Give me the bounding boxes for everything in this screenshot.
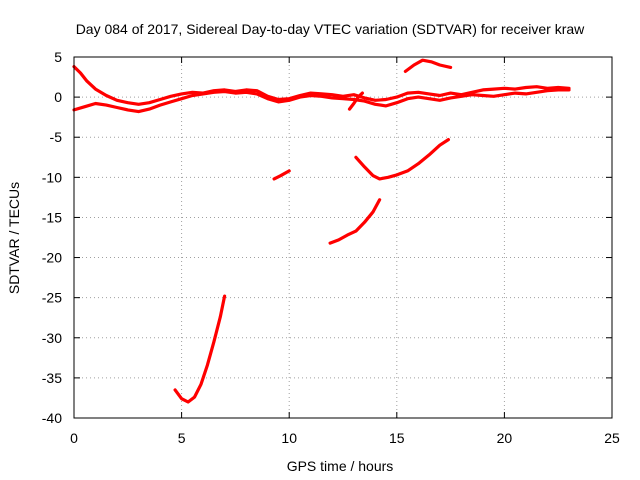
series-track-5h — [173, 294, 227, 404]
y-tick-label: -30 — [42, 330, 62, 346]
x-tick-label: 25 — [604, 430, 620, 446]
chart-title: Day 084 of 2017, Sidereal Day-to-day VTE… — [76, 21, 585, 37]
axes: 0 5 10 15 20 25 5 0 -5 -10 -15 -20 -25 -30 -35 -40 — [42, 49, 620, 446]
y-tick-label: -25 — [42, 290, 62, 306]
y-tick-label: -35 — [42, 370, 62, 386]
data-series — [72, 58, 571, 404]
x-axis-label: GPS time / hours — [287, 458, 394, 474]
x-tick-label: 5 — [178, 430, 186, 446]
y-tick-label: -40 — [42, 410, 62, 426]
x-tick-label: 15 — [389, 430, 405, 446]
x-tick-label: 10 — [281, 430, 297, 446]
y-tick-label: -15 — [42, 209, 62, 225]
y-axis-label: SDTVAR / TECUs — [6, 182, 22, 294]
series-track-16h-top — [403, 58, 453, 74]
series-main-track-upper — [72, 64, 571, 106]
y-tick-label: 0 — [54, 89, 62, 105]
plot-frame — [73, 56, 613, 419]
series-track-13h-curve — [354, 138, 450, 181]
series-track-9h — [272, 169, 291, 181]
series-track-12h — [347, 91, 364, 111]
y-tick-label: -5 — [50, 129, 63, 145]
series-main-track-lower — [72, 88, 571, 114]
y-tick-label: 5 — [54, 49, 62, 65]
x-tick-label: 20 — [497, 430, 513, 446]
y-tick-label: -10 — [42, 169, 62, 185]
series-track-12h-lower — [328, 198, 382, 245]
y-tick-label: -20 — [42, 250, 62, 266]
x-tick-label: 0 — [70, 430, 78, 446]
